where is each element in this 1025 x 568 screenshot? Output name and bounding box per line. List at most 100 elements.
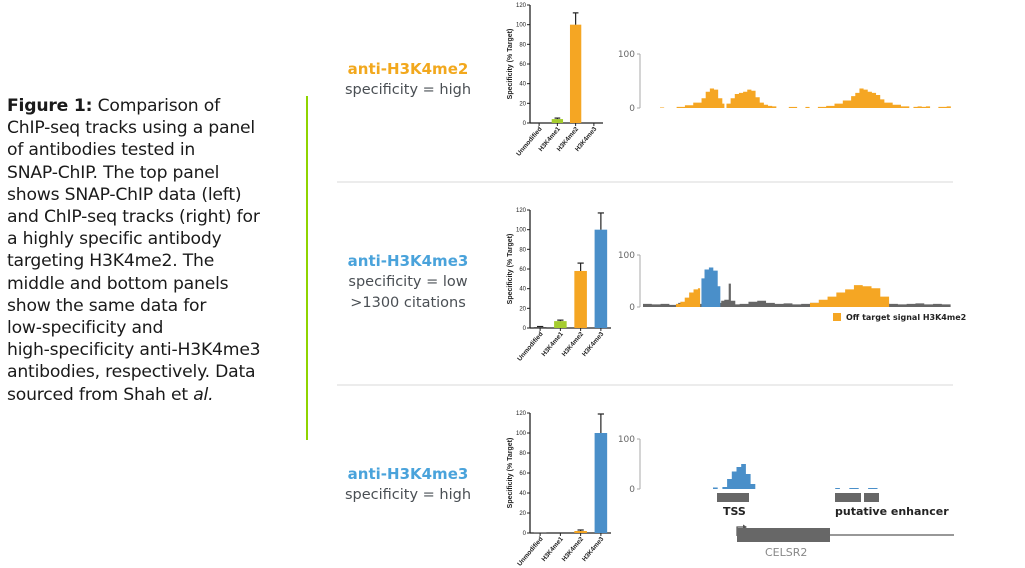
specificity-text: specificity = high bbox=[344, 82, 472, 98]
chip-seq-track-3: TSS putative enhancer CELSR2 0 100 bbox=[618, 435, 954, 559]
y-tick-label: 40 bbox=[519, 491, 526, 497]
snap-chip-bar-chart-2: 0 20 40 60 80 100 120 Specificity (% Target) Unm… bbox=[507, 208, 611, 363]
caption-line: ChIP-seq tracks using a panel bbox=[7, 118, 255, 139]
y-tick-label: 20 bbox=[519, 511, 526, 517]
y-tick-label: 100 bbox=[516, 228, 527, 234]
chip-seq-track-1: 0 100 bbox=[618, 50, 951, 114]
bar-unmodified bbox=[533, 327, 547, 329]
caption-line: SNAP-ChIP. The top panel bbox=[7, 162, 220, 183]
caption-line: antibodies, respectively. Data bbox=[7, 362, 256, 383]
panel-label-2: anti-H3K4me3 specificity = low >1300 cit… bbox=[338, 251, 478, 314]
signal-background_signal bbox=[721, 283, 736, 307]
bar-h3k4me2 bbox=[574, 531, 587, 533]
track-y-tick-label: 100 bbox=[618, 251, 635, 261]
signal-h3k4me2 bbox=[809, 285, 890, 307]
bar-h3k4me3 bbox=[594, 229, 608, 328]
signal-h3k4me3 bbox=[849, 488, 859, 489]
bar-h3k4me1 bbox=[551, 119, 564, 123]
caption-line: shows SNAP-ChIP data (left) bbox=[7, 184, 242, 205]
x-tick-label: Unmodified bbox=[516, 331, 544, 363]
y-tick-label: 80 bbox=[519, 247, 526, 253]
chip-seq-track-2: Off target signal H3K4me2 0 100 bbox=[618, 251, 966, 322]
y-tick-label: 100 bbox=[516, 23, 527, 29]
y-tick-label: 60 bbox=[519, 471, 526, 477]
signal-h3k4me3 bbox=[835, 488, 840, 489]
track-y-tick-label: 100 bbox=[618, 50, 635, 60]
y-tick-label: 120 bbox=[516, 411, 527, 417]
caption-line: Comparison of bbox=[92, 96, 221, 116]
signal-h3k4me3 bbox=[722, 464, 756, 489]
enhancer-box bbox=[864, 493, 879, 502]
y-tick-label: 0 bbox=[523, 326, 527, 332]
antibody-name: anti-H3K4me2 bbox=[347, 60, 469, 78]
specificity-text: specificity = high bbox=[344, 487, 472, 503]
y-tick-label: 60 bbox=[519, 62, 526, 68]
tss-box bbox=[717, 493, 749, 502]
signal-h3k4me2 bbox=[938, 106, 951, 108]
snap-chip-bar-chart-3: 0 20 40 60 80 100 120 Specificity (% Target) Unm… bbox=[507, 411, 611, 568]
panel-divider bbox=[337, 384, 953, 386]
enhancer-label: putative enhancer bbox=[835, 505, 949, 518]
signal-h3k4me2 bbox=[788, 106, 798, 108]
caption-line: sourced from Shah et bbox=[7, 384, 194, 405]
y-tick-label: 0 bbox=[523, 121, 527, 127]
signal-h3k4me2 bbox=[676, 88, 725, 108]
signal-h3k4me2 bbox=[913, 106, 931, 108]
panel-label-1: anti-H3K4me2 specificity = high bbox=[338, 59, 478, 101]
figure-caption: Figure 1: Comparison of ChIP-seq tracks … bbox=[7, 95, 307, 406]
bar-h3k4me1 bbox=[554, 321, 567, 328]
panel-divider bbox=[337, 181, 953, 183]
specificity-text: specificity = low bbox=[348, 274, 468, 290]
enhancer-box bbox=[835, 493, 861, 502]
bar-h3k4me3 bbox=[594, 433, 608, 533]
citations-text: >1300 citations bbox=[350, 295, 466, 311]
snap-chip-bar-chart-1: 0 20 40 60 80 100 120 Specificity (% Target) Unm… bbox=[507, 3, 603, 158]
accent-bar bbox=[306, 96, 308, 440]
gene-body bbox=[737, 528, 830, 542]
track-y-tick-label: 0 bbox=[629, 104, 635, 114]
panel-label-3: anti-H3K4me3 specificity = high bbox=[338, 464, 478, 506]
y-tick-label: 120 bbox=[516, 3, 527, 9]
y-tick-label: 0 bbox=[523, 531, 527, 537]
y-tick-label: 100 bbox=[516, 431, 527, 437]
caption-line: of antibodies tested in bbox=[7, 140, 196, 161]
caption-title: Figure 1: bbox=[7, 96, 93, 116]
caption-line: a highly specific antibody bbox=[7, 229, 222, 250]
x-tick-label: H3K4me3 bbox=[581, 536, 606, 563]
x-tick-label: H3K4me3 bbox=[581, 331, 606, 358]
y-tick-label: 120 bbox=[516, 208, 527, 214]
track-y-tick-label: 100 bbox=[618, 435, 635, 445]
antibody-name: anti-H3K4me3 bbox=[347, 465, 469, 483]
legend-swatch bbox=[833, 313, 841, 321]
y-tick-label: 20 bbox=[519, 306, 526, 312]
signal-h3k4me2 bbox=[817, 88, 910, 108]
caption-line: show the same data for bbox=[7, 295, 207, 316]
caption-line: low-specificity and bbox=[7, 318, 164, 339]
signal-h3k4me3 bbox=[701, 267, 721, 307]
signal-h3k4me3 bbox=[868, 488, 878, 489]
track-y-tick-label: 0 bbox=[629, 485, 635, 495]
signal-h3k4me2 bbox=[726, 89, 777, 108]
signal-h3k4me2 bbox=[675, 288, 701, 307]
y-axis-label: Specificity (% Target) bbox=[507, 29, 514, 100]
signal-h3k4me2 bbox=[660, 107, 665, 108]
y-axis-label: Specificity (% Target) bbox=[507, 438, 514, 509]
caption-line: middle and bottom panels bbox=[7, 273, 229, 294]
caption-italic: al. bbox=[193, 384, 214, 405]
x-tick-label: Unmodified bbox=[516, 536, 544, 568]
y-tick-label: 80 bbox=[519, 451, 526, 457]
y-tick-label: 60 bbox=[519, 267, 526, 273]
legend-label: Off target signal H3K4me2 bbox=[846, 313, 966, 322]
bar-h3k4me2 bbox=[574, 270, 587, 328]
track-y-tick-label: 0 bbox=[629, 303, 635, 313]
signal-h3k4me3 bbox=[713, 487, 718, 489]
caption-line: high-specificity anti-H3K4me3 bbox=[7, 340, 261, 361]
x-tick-label: Unmodified bbox=[515, 126, 543, 158]
gene-label: CELSR2 bbox=[765, 546, 807, 559]
y-tick-label: 20 bbox=[519, 101, 526, 107]
y-tick-label: 40 bbox=[519, 287, 526, 293]
tss-label: TSS bbox=[723, 505, 746, 518]
antibody-name: anti-H3K4me3 bbox=[347, 252, 469, 270]
y-tick-label: 80 bbox=[519, 42, 526, 48]
signal-h3k4me2 bbox=[805, 106, 810, 108]
